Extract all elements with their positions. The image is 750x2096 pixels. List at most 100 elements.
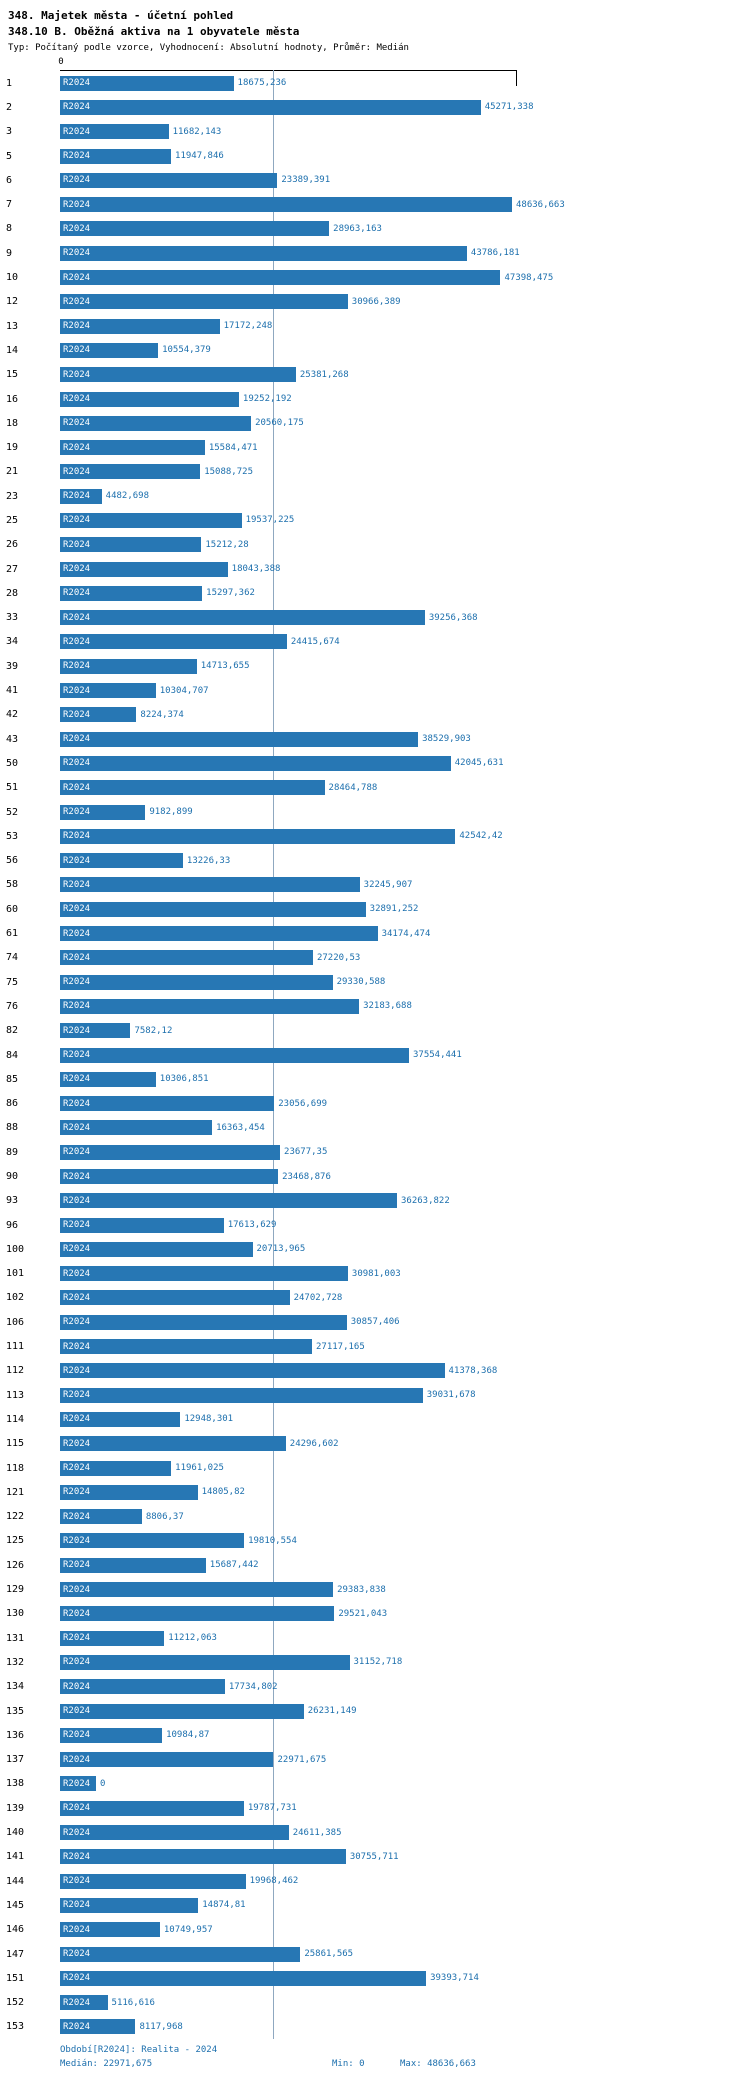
bar-series-label: R2024: [63, 1487, 91, 1498]
bar-value-label: 8117,968: [139, 2021, 183, 2032]
chart-meta: Typ: Počítaný podle vzorce, Vyhodnocení:…: [8, 43, 409, 53]
chart-row: 115 R2024 24296,602: [0, 1432, 750, 1456]
row-number: 14: [6, 344, 19, 356]
row-number: 129: [6, 1584, 25, 1596]
bar-series-label: R2024: [63, 1803, 91, 1814]
bar-value-label: 23389,391: [281, 175, 331, 186]
row-number: 84: [6, 1049, 19, 1061]
bar-value-label: 30981,003: [351, 1268, 401, 1279]
row-number: 100: [6, 1243, 25, 1255]
bar: R2024: [60, 1387, 423, 1403]
row-number: 25: [6, 514, 19, 526]
bar-series-label: R2024: [63, 1147, 91, 1158]
bar-value-label: 42045,631: [454, 758, 504, 769]
bar-value-label: 24415,674: [290, 636, 340, 647]
axis-zero-label: 0: [58, 57, 64, 67]
bar: R2024: [60, 901, 366, 917]
row-number: 21: [6, 466, 19, 478]
chart-row: 113 R2024 39031,678: [0, 1383, 750, 1407]
bar-value-label: 15584,471: [208, 442, 258, 453]
bar-value-label: 27220,53: [316, 952, 361, 963]
bar: R2024: [60, 1460, 172, 1476]
row-number: 53: [6, 830, 19, 842]
row-number: 102: [6, 1292, 25, 1304]
bar-series-label: R2024: [63, 1924, 91, 1935]
bar-series-label: R2024: [63, 879, 91, 890]
bar-value-label: 20713,965: [256, 1244, 306, 1255]
bar: R2024: [60, 683, 156, 699]
bar-series-label: R2024: [63, 1949, 91, 1959]
chart-row: 1 R2024 18675,236: [0, 71, 750, 95]
bar: R2024: [60, 1752, 274, 1768]
chart-row: 21 R2024 15088,725: [0, 460, 750, 484]
bar-series-label: R2024: [63, 515, 91, 526]
bar: R2024: [60, 1144, 281, 1160]
bar: R2024: [60, 488, 102, 504]
bar-value-label: 19810,554: [248, 1535, 297, 1546]
row-number: 121: [6, 1486, 25, 1498]
bar-series-label: R2024: [63, 1365, 91, 1376]
bar-value-label: 8224,374: [140, 709, 184, 720]
footer-period: Období[R2024]: Realita - 2024: [60, 2045, 218, 2056]
bar: R2024: [60, 1411, 181, 1427]
row-number: 147: [6, 1948, 25, 1960]
bar: R2024: [60, 1606, 335, 1622]
page-title: 348. Majetek města - účetní pohled: [8, 9, 234, 22]
chart-row: 129 R2024 29383,838: [0, 1577, 750, 1601]
chart-row: 136 R2024 10984,87: [0, 1723, 750, 1747]
row-number: 132: [6, 1656, 25, 1668]
bar-series-label: R2024: [63, 782, 91, 793]
bar-series-label: R2024: [63, 952, 91, 963]
bar-series-label: R2024: [63, 977, 91, 988]
bar-value-label: 30857,406: [350, 1317, 400, 1328]
bar-series-label: R2024: [63, 734, 91, 745]
bar-series-label: R2024: [63, 1171, 91, 1182]
row-number: 23: [6, 490, 19, 502]
bar-value-label: 10554,379: [162, 345, 211, 356]
bar-value-label: 32891,252: [369, 904, 419, 915]
chart-row: 102 R2024 24702,728: [0, 1286, 750, 1310]
bar-value-label: 25381,268: [299, 369, 349, 380]
bar-series-label: R2024: [63, 223, 91, 234]
bar: R2024: [60, 1946, 301, 1962]
row-number: 146: [6, 1924, 25, 1936]
bar-series-label: R2024: [63, 1001, 91, 1012]
bar-value-label: 11961,025: [175, 1463, 224, 1474]
row-number: 88: [6, 1122, 19, 1134]
bar: R2024: [60, 464, 201, 480]
bar: R2024: [60, 1314, 347, 1330]
bar: R2024: [60, 1630, 165, 1646]
bar-series-label: R2024: [63, 1268, 91, 1279]
row-number: 126: [6, 1559, 25, 1571]
bar-value-label: 15297,362: [206, 588, 255, 599]
row-number: 3: [6, 126, 13, 138]
chart-row: 74 R2024 27220,53: [0, 946, 750, 970]
bar: R2024: [60, 1703, 304, 1719]
chart-row: 88 R2024 16363,454: [0, 1116, 750, 1140]
bar: R2024: [60, 1922, 160, 1938]
bar-series-label: R2024: [63, 928, 91, 939]
row-number: 114: [6, 1413, 25, 1425]
bar-value-label: 23468,876: [282, 1171, 331, 1182]
bar-value-label: 11682,143: [172, 126, 222, 137]
bar-value-label: 11212,063: [168, 1633, 217, 1644]
bar-series-label: R2024: [63, 564, 91, 575]
bar-value-label: 14805,82: [201, 1487, 245, 1498]
row-number: 19: [6, 442, 19, 454]
bar: R2024: [60, 1484, 198, 1500]
row-number: 131: [6, 1632, 25, 1644]
bar: R2024: [60, 1363, 445, 1379]
chart-row: 132 R2024 31152,718: [0, 1650, 750, 1674]
bar-value-label: 17172,248: [223, 321, 273, 332]
chart-rows: 1 R2024 18675,236 2 R2024 45271,338 3 R2…: [0, 57, 750, 2039]
chart-row: 146 R2024 10749,957: [0, 1918, 750, 1942]
row-number: 34: [6, 636, 19, 648]
chart-row: 52 R2024 9182,899: [0, 800, 750, 824]
bar: R2024: [60, 1071, 156, 1087]
bar-value-label: 14713,655: [200, 661, 250, 672]
bar-value-label: 38529,903: [422, 734, 471, 745]
row-number: 130: [6, 1608, 25, 1620]
row-number: 139: [6, 1802, 25, 1814]
bar-value-label: 39256,368: [428, 612, 478, 623]
bar: R2024: [60, 537, 202, 553]
